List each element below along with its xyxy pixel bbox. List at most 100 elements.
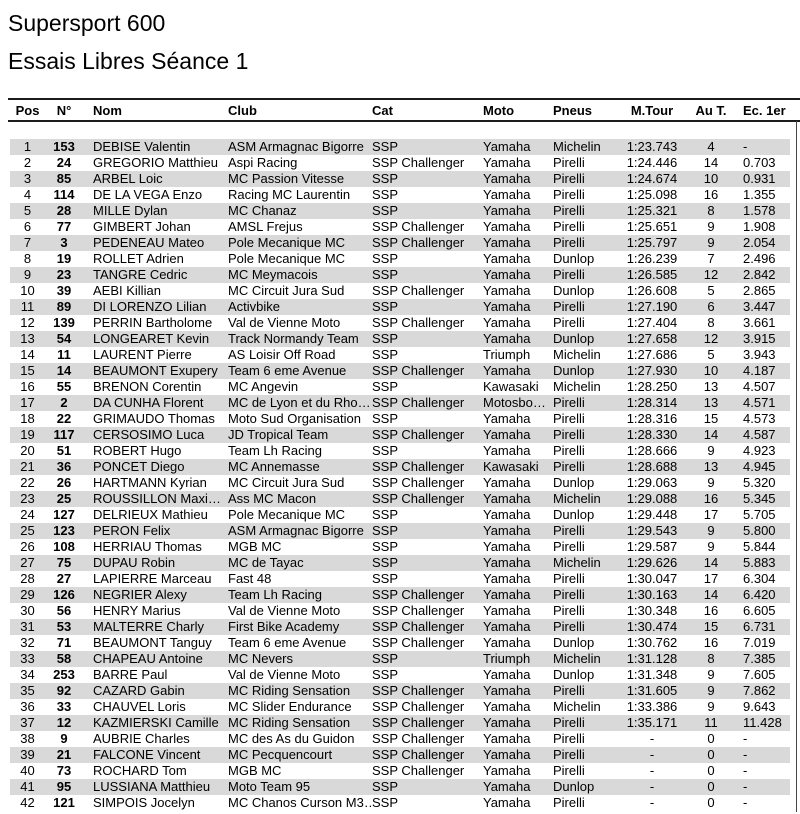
cell-pos: 2 [23, 155, 32, 170]
table-header-row: Pos N° Nom Club Cat Moto Pneus M.Tour Au… [10, 101, 790, 120]
cell-moto: Yamaha [483, 699, 531, 714]
cell-pneus: Pirelli [553, 763, 585, 778]
cell-pos: 3 [23, 171, 32, 186]
cell-pneus: Pirelli [553, 587, 585, 602]
cell-pneus: Pirelli [553, 235, 585, 250]
cell-nom: KAZMIERSKI Camille [93, 715, 219, 730]
cell-moto: Yamaha [483, 427, 531, 442]
cell-nom: FALCONE Vincent [93, 747, 201, 762]
cell-cat: SSP Challenger [372, 699, 465, 714]
cell-cat: SSP [372, 779, 399, 794]
cell-num: 71 [56, 635, 72, 650]
cell-pos: 27 [20, 555, 35, 570]
cell-club: MC de Tayac [228, 555, 304, 570]
cell-mtour: - [649, 779, 655, 794]
cell-pos: 22 [20, 475, 35, 490]
cell-num: 19 [56, 251, 72, 266]
cell-club: Moto Sud Organisation [228, 411, 361, 426]
cell-pneus: Dunlop [553, 635, 595, 650]
cell-aut: 9 [707, 235, 715, 250]
cell-ec: 6.420 [743, 587, 776, 602]
cell-aut: 9 [707, 539, 715, 554]
cell-ec: - [743, 779, 748, 794]
cell-num: 23 [56, 267, 72, 282]
cell-mtour: 1:30.348 [626, 603, 678, 618]
cell-pos: 30 [20, 603, 35, 618]
cell-ec: - [743, 763, 748, 778]
table-row: 36 33 CHAUVEL Loris MC Slider Endurance SSP … [10, 699, 790, 715]
cell-ec: 3.943 [743, 347, 776, 362]
cell-moto: Yamaha [483, 171, 531, 186]
cell-aut: 16 [703, 635, 719, 650]
cell-nom: ARBEL Loic [93, 171, 163, 186]
cell-mtour: 1:25.797 [626, 235, 678, 250]
cell-num: 36 [56, 459, 72, 474]
cell-club: MC Circuit Jura Sud [228, 475, 345, 490]
cell-moto: Yamaha [483, 619, 531, 634]
cell-aut: 9 [707, 475, 715, 490]
cell-moto: Triumph [483, 651, 531, 666]
cell-pos: 37 [20, 715, 35, 730]
cell-mtour: - [649, 747, 655, 762]
table-row: 14 11 LAURENT Pierre AS Loisir Off Road SSP T… [10, 347, 790, 363]
cell-club: MC Riding Sensation [228, 683, 351, 698]
cell-pos: 39 [20, 747, 35, 762]
cell-nom: GREGORIO Matthieu [93, 155, 218, 170]
cell-nom: CHAPEAU Antoine [93, 651, 203, 666]
cell-num: 73 [56, 763, 72, 778]
table-row: 5 28 MILLE Dylan MC Chanaz SSP Yamaha Pirelli 1… [10, 203, 790, 219]
cell-pos: 18 [20, 411, 35, 426]
cell-mtour: 1:29.088 [626, 491, 678, 506]
table-right-border [796, 121, 797, 812]
cell-nom: DEBISE Valentin [93, 139, 191, 154]
header-rule-top [8, 98, 800, 100]
cell-pos: 5 [23, 203, 32, 218]
cell-num: 75 [56, 555, 72, 570]
cell-club: MC Pecquencourt [228, 747, 333, 762]
cell-ec: 4.923 [743, 443, 776, 458]
cell-num: 26 [56, 475, 72, 490]
table-row: 22 26 HARTMANN Kyrian MC Circuit Jura Sud SS… [10, 475, 790, 491]
cell-num: 123 [53, 523, 75, 538]
cell-pos: 23 [20, 491, 35, 506]
cell-pos: 38 [20, 731, 35, 746]
cell-club: Val de Vienne Moto [228, 603, 341, 618]
cell-club: Team 6 eme Avenue [228, 635, 347, 650]
cell-pos: 8 [23, 251, 32, 266]
cell-pos: 16 [20, 379, 35, 394]
cell-pos: 34 [20, 667, 35, 682]
cell-moto: Yamaha [483, 187, 531, 202]
cell-aut: 0 [707, 779, 715, 794]
cell-aut: 0 [707, 731, 715, 746]
cell-pneus: Pirelli [553, 315, 585, 330]
cell-nom: BRENON Corentin [93, 379, 202, 394]
column-header-mtour: M.Tour [630, 103, 674, 118]
cell-nom: BEAUMONT Tanguy [93, 635, 212, 650]
cell-aut: 12 [703, 267, 719, 282]
cell-aut: 17 [703, 507, 719, 522]
cell-nom: CERSOSIMO Luca [93, 427, 205, 442]
cell-aut: 10 [703, 171, 719, 186]
cell-club: MC Circuit Jura Sud [228, 283, 345, 298]
cell-moto: Yamaha [483, 139, 531, 154]
cell-club: AMSL Frejus [228, 219, 303, 234]
table-row: 35 92 CAZARD Gabin MC Riding Sensation SSP C… [10, 683, 790, 699]
cell-ec: - [743, 731, 748, 746]
column-header-aut: Au T. [695, 103, 727, 118]
cell-cat: SSP Challenger [372, 747, 465, 762]
cell-moto: Yamaha [483, 283, 531, 298]
cell-cat: SSP Challenger [372, 427, 465, 442]
cell-nom: HARTMANN Kyrian [93, 475, 207, 490]
cell-moto: Yamaha [483, 299, 531, 314]
cell-mtour: - [649, 763, 655, 778]
table-row: 17 2 DA CUNHA Florent MC de Lyon et du Rho…… [10, 395, 790, 411]
cell-moto: Yamaha [483, 795, 531, 810]
table-row: 6 77 GIMBERT Johan AMSL Frejus SSP Challenge… [10, 219, 790, 235]
cell-cat: SSP [372, 331, 399, 346]
cell-ec: 6.304 [743, 571, 776, 586]
cell-num: 85 [56, 171, 72, 186]
column-header-pos: Pos [15, 103, 40, 118]
cell-ec: - [743, 795, 748, 810]
column-header-name: Nom [93, 103, 122, 118]
